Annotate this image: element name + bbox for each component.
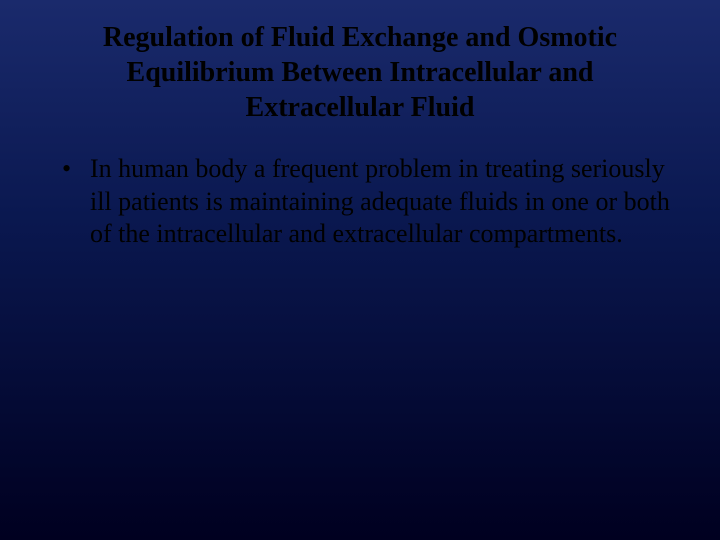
bullet-list: In human body a frequent problem in trea… (50, 153, 670, 251)
slide-title: Regulation of Fluid Exchange and Osmotic… (50, 20, 670, 125)
bullet-item: In human body a frequent problem in trea… (60, 153, 670, 251)
slide-container: Regulation of Fluid Exchange and Osmotic… (0, 0, 720, 540)
